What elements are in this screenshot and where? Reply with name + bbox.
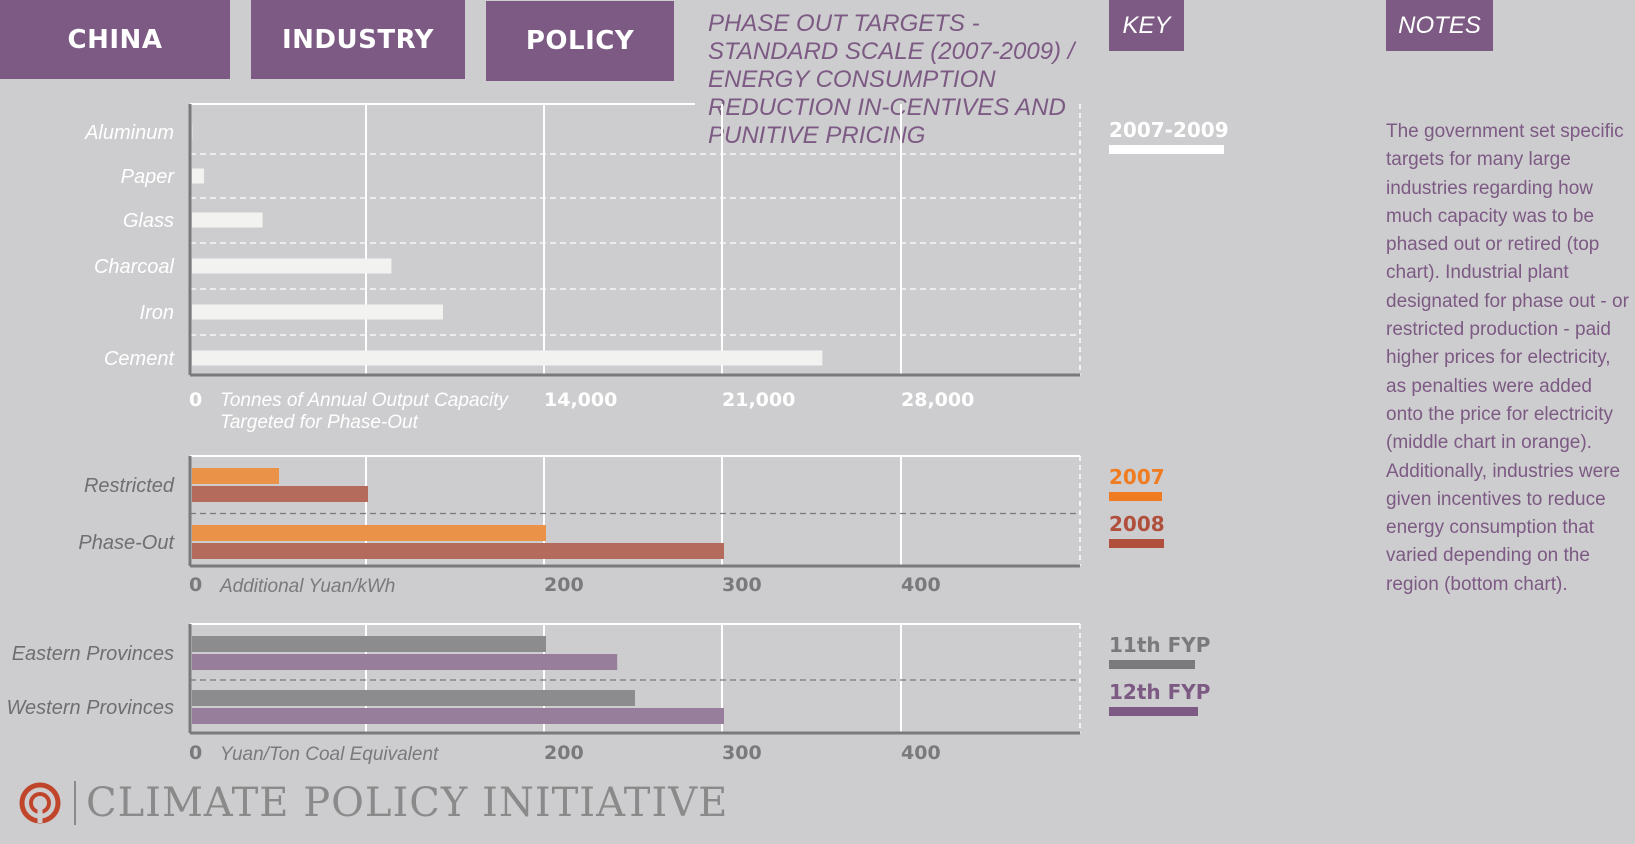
tick-label-0: 0 bbox=[189, 574, 202, 596]
notes-heading: NOTES bbox=[1386, 0, 1493, 51]
category-label-iron: Iron bbox=[140, 302, 174, 324]
tick-label-200: 200 bbox=[544, 574, 584, 596]
x-axis-label: Additional Yuan/kWh bbox=[219, 576, 395, 597]
tick-label-300: 300 bbox=[722, 742, 762, 764]
tab-china[interactable]: CHINA bbox=[0, 0, 230, 79]
tick-label-300: 300 bbox=[722, 574, 762, 596]
category-label-paper: Paper bbox=[121, 166, 176, 188]
category-label-glass: Glass bbox=[123, 210, 174, 232]
bar-2007-2009-paper bbox=[192, 168, 205, 184]
tick-label-200: 200 bbox=[544, 742, 584, 764]
notes-text: The government set specific targets for … bbox=[1386, 121, 1629, 595]
category-label-eastern-provinces: Eastern Provinces bbox=[12, 643, 174, 665]
bar-2007-2009-cement bbox=[192, 350, 823, 366]
logo: CLIMATE POLICY INITIATIVE bbox=[18, 778, 728, 828]
tick-label-400: 400 bbox=[901, 742, 941, 764]
tab-industry-label: INDUSTRY bbox=[281, 24, 434, 55]
bar-2007-phase-out bbox=[192, 525, 546, 541]
tick-label-0: 0 bbox=[189, 389, 202, 411]
notes-heading-label: NOTES bbox=[1398, 11, 1481, 39]
key-label-2008: 2008 bbox=[1109, 512, 1165, 536]
tick-label-21-000: 21,000 bbox=[722, 389, 795, 411]
bar-2008-phase-out bbox=[192, 543, 724, 559]
key-swatch-11th-fyp bbox=[1109, 660, 1195, 669]
tab-policy[interactable]: POLICY bbox=[486, 1, 674, 81]
tab-policy-label: POLICY bbox=[525, 26, 635, 56]
tick-label-28-000: 28,000 bbox=[901, 389, 974, 411]
key-heading-label: KEY bbox=[1122, 11, 1171, 39]
key-label-2007: 2007 bbox=[1109, 465, 1165, 489]
category-label-charcoal: Charcoal bbox=[94, 256, 175, 278]
bar-11th-fyp-eastern-provinces bbox=[192, 636, 546, 652]
bar-12th-fyp-eastern-provinces bbox=[192, 654, 618, 670]
key-heading: KEY bbox=[1109, 0, 1184, 51]
bar-11th-fyp-central-western-provinces bbox=[192, 690, 635, 706]
bar-2007-2009-iron bbox=[192, 304, 443, 320]
bar-2007-restricted bbox=[192, 468, 279, 484]
bar-2008-restricted bbox=[192, 486, 368, 502]
key-label-2007-2009: 2007-2009 bbox=[1109, 118, 1229, 142]
key-swatch-2007 bbox=[1109, 492, 1162, 501]
key-swatch-12th-fyp bbox=[1109, 707, 1198, 716]
key-label-11th-fyp: 11th FYP bbox=[1109, 633, 1211, 657]
category-label-phase-out: Phase-Out bbox=[78, 532, 175, 554]
category-label-cement: Cement bbox=[104, 348, 175, 370]
logo-name: CLIMATE POLICY INITIATIVE bbox=[74, 781, 728, 825]
category-label-restricted: Restricted bbox=[84, 475, 175, 497]
x-axis-label: Tonnes of Annual Output Capacity Targeted… bbox=[220, 390, 510, 433]
tab-china-label: CHINA bbox=[67, 24, 163, 55]
tick-label-0: 0 bbox=[189, 742, 202, 764]
tick-label-14-000: 14,000 bbox=[544, 389, 617, 411]
bar-12th-fyp-central-western-provinces bbox=[192, 708, 724, 724]
category-label-aluminum: Aluminum bbox=[84, 122, 174, 144]
climate-policy-initiative-logo-icon bbox=[19, 782, 61, 824]
x-axis-label: Yuan/Ton Coal Equivalent bbox=[220, 744, 439, 765]
bar-2007-2009-charcoal bbox=[192, 258, 392, 274]
key-swatch-2008 bbox=[1109, 539, 1164, 548]
tab-industry[interactable]: INDUSTRY bbox=[251, 0, 465, 79]
tick-label-400: 400 bbox=[901, 574, 941, 596]
category-label-central-western-provinces: Central & Western Provinces bbox=[0, 697, 174, 719]
key-label-12th-fyp: 12th FYP bbox=[1109, 680, 1211, 704]
key-swatch-2007-2009 bbox=[1109, 145, 1224, 154]
chart-title: PHASE OUT TARGETS - STANDARD SCALE (2007… bbox=[708, 10, 1075, 149]
bar-2007-2009-glass bbox=[192, 212, 263, 228]
